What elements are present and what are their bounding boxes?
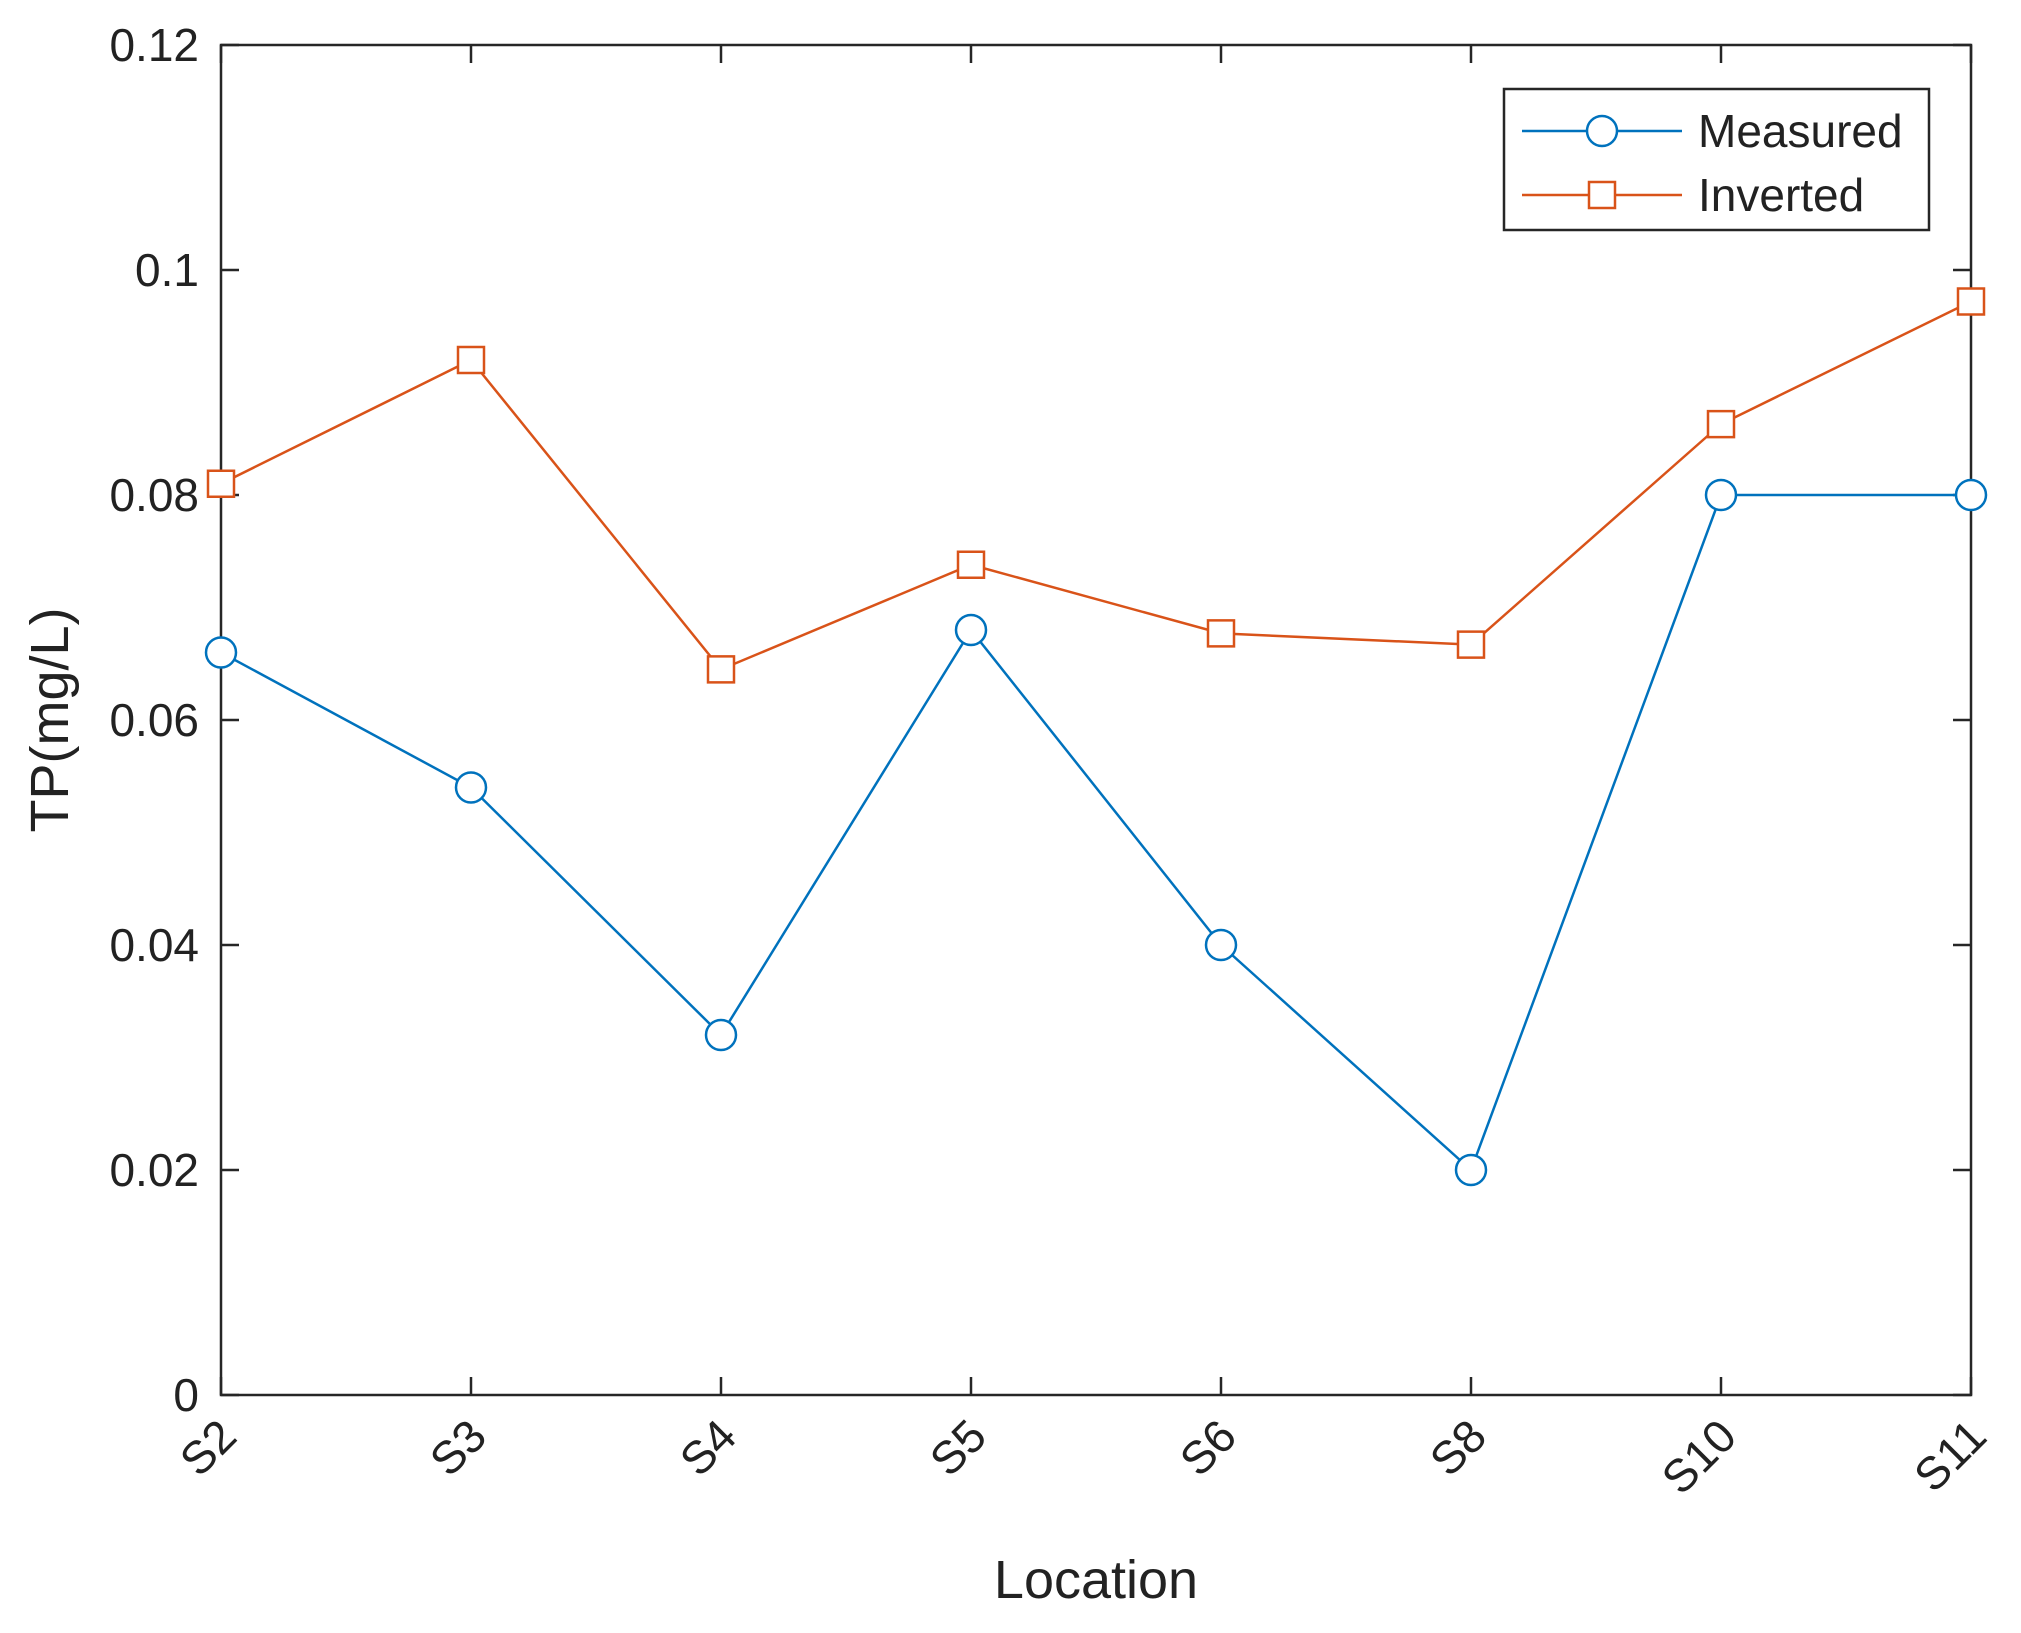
y-tick-label: 0.08: [109, 469, 199, 521]
x-axis-title: Location: [994, 1550, 1198, 1610]
legend-marker-measured: [1585, 114, 1619, 148]
x-tick-label: S10: [1651, 1409, 1746, 1504]
y-tick-label: 0.02: [109, 1144, 199, 1196]
data-point-measured: [1204, 928, 1238, 962]
y-tick-label: 0.12: [109, 19, 199, 71]
series-line-inverted: [220, 300, 1972, 671]
series-line-measured: [220, 493, 1971, 1173]
legend-label-inverted: Inverted: [1698, 169, 1864, 221]
data-point-inverted: [706, 655, 736, 684]
y-axis-title: TP(mg/L): [20, 607, 80, 832]
legend-box: [1502, 87, 1931, 232]
series-group: [204, 287, 1988, 1187]
data-point-inverted: [1706, 409, 1736, 439]
x-tick-label: S3: [420, 1409, 497, 1486]
data-point-inverted: [206, 469, 236, 498]
data-point-measured: [454, 771, 488, 804]
data-point-inverted: [956, 550, 986, 579]
data-point-inverted: [1206, 619, 1236, 648]
legend-label-measured: Measured: [1698, 105, 1903, 157]
x-tick-label: S6: [1170, 1409, 1247, 1486]
data-point-inverted: [1956, 287, 1986, 316]
data-point-measured: [1954, 478, 1988, 512]
data-point-measured: [204, 636, 238, 669]
data-point-inverted: [1456, 630, 1486, 659]
legend: Measured Inverted: [1502, 87, 1931, 232]
data-point-inverted: [456, 345, 486, 375]
x-tick-label: S8: [1420, 1409, 1497, 1486]
x-tick-label: S4: [670, 1409, 747, 1486]
x-tick-label: S11: [1904, 1409, 1996, 1501]
plot-background: [221, 45, 1971, 1395]
data-point-measured: [954, 613, 988, 647]
y-tick-label: 0.04: [109, 919, 199, 971]
x-tick-label: S5: [920, 1409, 997, 1486]
data-point-measured: [704, 1018, 738, 1052]
y-tick-label: 0.1: [135, 244, 199, 296]
y-tick-label: 0: [173, 1369, 199, 1421]
legend-marker-inverted: [1587, 180, 1617, 210]
data-point-measured: [1454, 1153, 1488, 1187]
data-point-measured: [1704, 478, 1738, 512]
y-tick-label: 0.06: [109, 694, 199, 746]
